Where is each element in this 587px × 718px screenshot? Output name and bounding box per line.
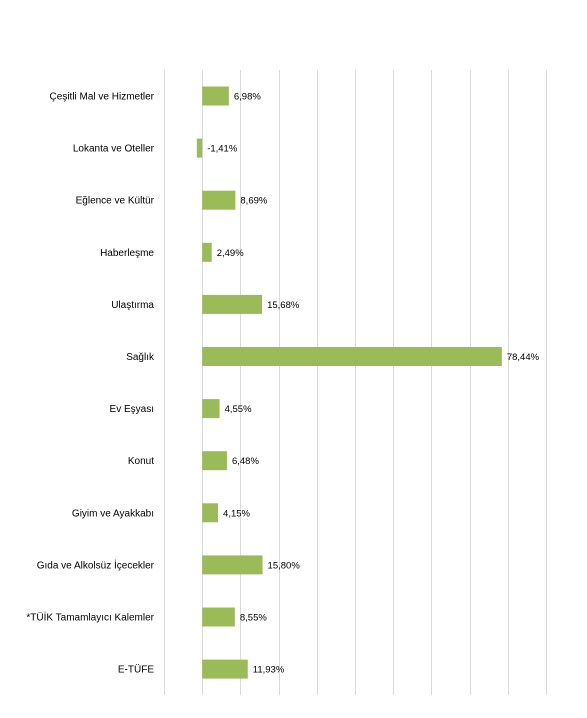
value-label: 6,48% [232,456,259,467]
bar [202,399,220,419]
category-label: Lokanta ve Oteller [73,144,155,155]
category-label: Gıda ve Alkolsüz İçecekler [37,558,155,571]
gridlines [164,70,547,695]
value-label: 4,15% [223,508,250,519]
value-label: 4,55% [225,404,252,415]
value-label: 15,80% [268,560,301,571]
category-label: Sağlık [126,352,155,363]
value-label: 2,49% [217,248,244,259]
bar [196,138,203,158]
bar [202,451,227,471]
value-labels: 6,98% -1,41% 8,69% 2,49% 15,68% 78,44% 4,55% 6,… [207,92,539,676]
value-label: 8,55% [240,613,267,624]
bar [202,190,236,210]
bar [202,86,229,106]
category-label: Haberleşme [100,248,154,259]
category-label: Giyim ve Ayakkabı [72,508,154,519]
category-label: Konut [128,456,154,467]
bar [202,503,219,523]
value-label: 6,98% [234,92,261,103]
value-label: 8,69% [240,196,267,207]
category-label: Çeşitli Mal ve Hizmetler [50,92,155,103]
category-label: E-TÜFE [118,664,154,676]
bar [202,347,502,366]
bar [202,659,248,679]
value-label: 78,44% [507,352,540,363]
category-label: Ulaştırma [111,300,154,311]
category-label: Eğlence ve Kültür [76,196,155,207]
bar [202,294,263,314]
bar [202,242,212,262]
value-label: -1,41% [207,144,238,155]
value-label: 11,93% [253,665,285,676]
bars [196,86,502,679]
category-label: *TÜİK Tamamlayıcı Kalemler [26,611,154,624]
category-labels: Çeşitli Mal ve Hizmetler Lokanta ve Otell… [26,92,155,676]
bar [202,555,263,575]
bar [202,607,235,627]
category-label: Ev Eşyası [110,404,154,415]
value-label: 15,68% [267,300,300,311]
